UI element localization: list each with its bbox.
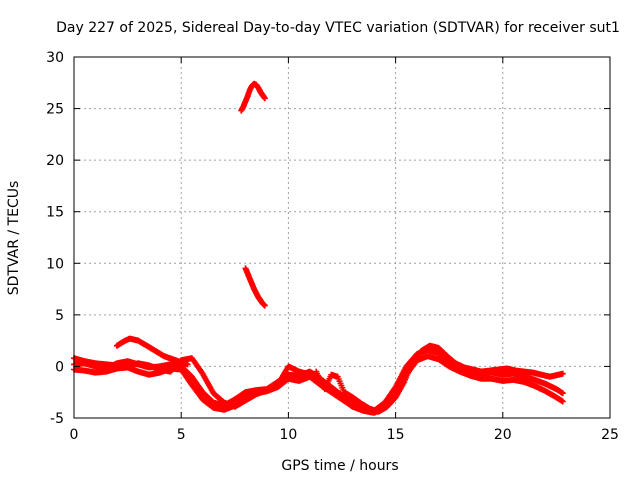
y-tick-label: 20 <box>46 153 64 169</box>
point-markers <box>238 80 268 114</box>
series-track-5 <box>313 342 566 415</box>
y-tick-label: 30 <box>46 50 64 66</box>
x-tick-label: 20 <box>494 427 512 443</box>
point-markers <box>313 342 566 415</box>
x-axis-label: GPS time / hours <box>281 458 398 474</box>
series-track-6 <box>238 80 268 114</box>
series-track-4 <box>113 335 191 368</box>
axis-ticks: 0 5 10 15 20 25 -5 0 5 10 15 20 25 30 <box>46 50 619 443</box>
x-tick-label: 15 <box>387 427 405 443</box>
data-points <box>71 80 566 416</box>
y-axis-label: SDTVAR / TECUs <box>6 181 22 296</box>
x-tick-label: 5 <box>177 427 186 443</box>
series-track-7 <box>242 265 268 309</box>
y-tick-label: 15 <box>46 205 64 221</box>
y-tick-label: 0 <box>55 359 64 375</box>
y-tick-label: 10 <box>46 256 64 272</box>
plot-frame <box>73 56 611 419</box>
y-tick-label: -5 <box>50 411 64 427</box>
chart-title: Day 227 of 2025, Sidereal Day-to-day VTE… <box>56 20 620 36</box>
y-tick-label: 5 <box>55 308 64 324</box>
y-tick-label: 25 <box>46 102 64 118</box>
grid-lines <box>74 57 610 418</box>
x-tick-label: 0 <box>70 427 79 443</box>
point-markers <box>113 335 191 368</box>
x-tick-label: 10 <box>279 427 297 443</box>
point-markers <box>242 265 268 309</box>
x-tick-label: 25 <box>601 427 619 443</box>
